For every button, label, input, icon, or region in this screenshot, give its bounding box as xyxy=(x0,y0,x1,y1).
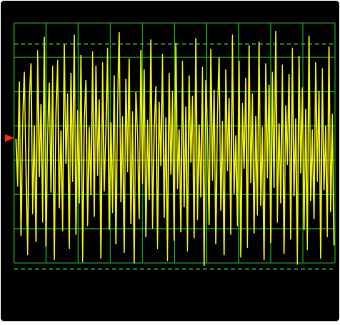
signal-trace-layer xyxy=(15,30,335,266)
reference-lines xyxy=(14,43,335,270)
trigger-level-marker-icon xyxy=(5,134,14,142)
signal-trace xyxy=(15,30,335,266)
oscilloscope-screen xyxy=(1,1,339,321)
